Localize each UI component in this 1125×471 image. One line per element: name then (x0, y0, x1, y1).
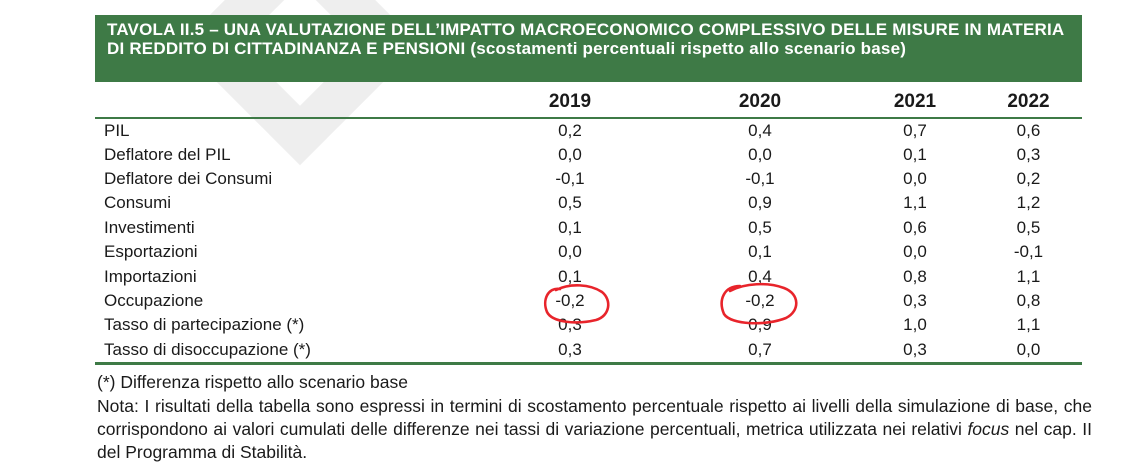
table-cell: 1,1 (903, 193, 927, 213)
header-year: 2022 (975, 86, 1082, 119)
table-row: PIL 0,2 0,4 0,7 0,6 (95, 118, 1082, 142)
table-cell: 0,3 (558, 339, 582, 359)
data-table-container: 2019 2020 2021 2022 PIL 0,2 0,4 0,7 0,6 … (95, 86, 1082, 365)
row-label: Occupazione (104, 290, 204, 310)
table-row: Occupazione -0,2 -0,2 0,3 0,8 (95, 289, 1082, 313)
table-cell: 0,3 (903, 339, 927, 359)
table-cell: 0,0 (903, 168, 927, 188)
note-text: Nota: I risultati della tabella sono esp… (97, 396, 1092, 439)
table-cell: 0,1 (558, 266, 582, 286)
table-cell: 0,5 (1016, 217, 1041, 237)
table-cell: 0,0 (1016, 339, 1041, 359)
table-cell: 1,1 (1016, 315, 1041, 335)
table-cell: 1,1 (1016, 266, 1041, 286)
row-label: Investimenti (104, 217, 195, 237)
table-cell: 0,5 (558, 193, 582, 213)
header-year: 2019 (475, 86, 665, 119)
table-title-banner: TAVOLA II.5 – UNA VALUTAZIONE DELL’IMPAT… (95, 15, 1082, 82)
table-cell: 0,6 (903, 217, 927, 237)
table-cell: 0,3 (1016, 144, 1041, 164)
row-label: PIL (104, 120, 130, 140)
table-row: Esportazioni 0,0 0,1 0,0 -0,1 (95, 240, 1082, 264)
table-row: Deflatore dei Consumi -0,1 -0,1 0,0 0,2 (95, 167, 1082, 191)
table-cell: 0,6 (1016, 120, 1041, 140)
table-title: TAVOLA II.5 – UNA VALUTAZIONE DELL’IMPAT… (107, 20, 1064, 58)
row-label: Deflatore dei Consumi (104, 168, 273, 188)
table-cell: -0,2 (745, 290, 775, 310)
table-cell: 0,1 (903, 144, 927, 164)
table-bottom-rule (95, 361, 1082, 365)
table-cell: 1,2 (1016, 193, 1041, 213)
table-cell: 0,4 (748, 266, 772, 286)
note-italic-word: focus (967, 419, 1010, 439)
table-row: Tasso di partecipazione (*) 0,3 0,9 1,0 … (95, 313, 1082, 337)
table-cell: 0,0 (903, 242, 927, 262)
table-cell: 0,0 (748, 144, 772, 164)
table-cell: 0,9 (748, 315, 772, 335)
table-cell: -0,1 (1013, 242, 1044, 262)
header-year: 2020 (665, 86, 855, 119)
table-cell: 0,2 (558, 120, 582, 140)
note-text-end: nel cap. II del Programma di Stabilità. (97, 419, 1092, 462)
header-label-cell (95, 86, 475, 119)
table-cell: 0,5 (748, 217, 772, 237)
row-label: Consumi (104, 193, 172, 213)
table-cell: 0,7 (903, 120, 927, 140)
table-cell: -0,2 (555, 290, 585, 310)
table-cell: 0,8 (1016, 290, 1041, 310)
row-label: Tasso di partecipazione (*) (104, 315, 305, 335)
table-cell: -0,1 (745, 168, 775, 188)
table-row: Deflatore del PIL 0,0 0,0 0,1 0,3 (95, 142, 1082, 166)
table-cell: 0,8 (903, 266, 927, 286)
table-row: Tasso di disoccupazione (*) 0,3 0,7 0,3 … (95, 338, 1082, 362)
table-cell: 0,2 (1016, 168, 1041, 188)
data-table: 2019 2020 2021 2022 PIL 0,2 0,4 0,7 0,6 … (95, 86, 1082, 362)
table-cell: 0,1 (558, 217, 582, 237)
table-row: Importazioni 0,1 0,4 0,8 1,1 (95, 264, 1082, 288)
table-cell: 0,7 (748, 339, 772, 359)
row-label: Tasso di disoccupazione (*) (104, 339, 311, 359)
table-cell: 0,1 (748, 242, 772, 262)
row-label: Deflatore del PIL (104, 144, 231, 164)
table-row: Consumi 0,5 0,9 1,1 1,2 (95, 191, 1082, 215)
header-year: 2021 (855, 86, 975, 119)
table-cell: 0,0 (558, 242, 582, 262)
footnote: (*) Differenza rispetto allo scenario ba… (97, 372, 408, 392)
row-label: Importazioni (104, 266, 197, 286)
table-cell: 0,9 (748, 193, 772, 213)
row-label: Esportazioni (104, 242, 198, 262)
note-paragraph: Nota: I risultati della tabella sono esp… (97, 395, 1092, 464)
table-cell: 0,3 (903, 290, 927, 310)
table-cell: 0,0 (558, 144, 582, 164)
table-cell: 0,4 (748, 120, 772, 140)
table-cell: -0,1 (555, 168, 585, 188)
table-header-row: 2019 2020 2021 2022 (95, 86, 1082, 119)
table-cell: 1,0 (903, 315, 927, 335)
table-row: Investimenti 0,1 0,5 0,6 0,5 (95, 216, 1082, 240)
table-cell: 0,3 (558, 315, 582, 335)
